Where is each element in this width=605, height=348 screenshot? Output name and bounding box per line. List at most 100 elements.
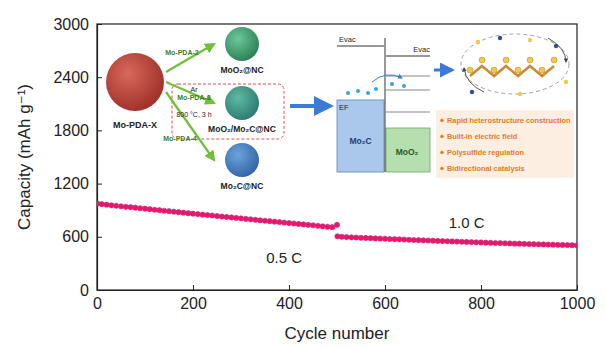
data-point — [502, 241, 507, 246]
y-tick-label: 3000 — [53, 16, 89, 33]
data-point — [133, 205, 138, 210]
data-point — [200, 212, 205, 217]
sulfur-atom — [467, 67, 473, 73]
x-tick-mark — [289, 285, 290, 290]
data-point — [531, 242, 536, 247]
route-arrow — [166, 92, 214, 160]
x-tick: 800 — [468, 285, 495, 312]
electron — [374, 87, 378, 91]
x-tick-mark — [577, 285, 578, 290]
y-tick: 1200 — [53, 175, 102, 192]
inset-label: Rapid heterostructure construction — [447, 116, 571, 125]
sulfur-atom — [503, 57, 509, 63]
inset-label: Mo₂C@NC — [221, 181, 264, 191]
band-level — [386, 90, 430, 91]
data-point — [411, 237, 416, 242]
inset-label: MoO₂/Mo₂C@NC — [208, 124, 276, 134]
data-point — [306, 222, 311, 227]
data-point — [301, 222, 306, 227]
host-chain — [470, 66, 554, 76]
data-point — [512, 241, 517, 246]
product-sphere — [225, 27, 259, 61]
cycle-arrow — [548, 38, 566, 62]
data-point — [181, 210, 186, 215]
data-point — [277, 219, 282, 224]
inset-label: Built-in electric field — [447, 132, 518, 141]
data-point — [99, 202, 104, 207]
data-point — [478, 240, 483, 245]
y-axis-title: Capacity (mAh g⁻¹) — [15, 84, 34, 230]
data-point — [339, 234, 344, 239]
data-point — [109, 203, 114, 208]
data-point — [402, 237, 407, 242]
data-point — [325, 224, 330, 229]
cycle-arrow — [464, 68, 484, 92]
data-point — [171, 209, 176, 214]
inset-label: Bidirectional catalysis — [447, 164, 525, 173]
data-point — [320, 224, 325, 229]
data-point — [488, 240, 493, 245]
x-axis-line — [98, 290, 578, 291]
inset-label: Ar — [191, 86, 199, 93]
data-point — [387, 236, 392, 241]
data-point — [138, 206, 143, 211]
data-point — [373, 236, 378, 241]
x-tick-mark — [385, 285, 386, 290]
data-point — [522, 241, 527, 246]
data-point — [536, 242, 541, 247]
inset-label: Mo-PDA-3 — [177, 94, 211, 101]
data-point — [358, 235, 363, 240]
mo2c-band — [337, 100, 384, 172]
data-point — [344, 234, 349, 239]
interface-line — [385, 38, 386, 172]
molecule-dot — [470, 90, 474, 94]
data-point — [162, 208, 167, 213]
data-point — [430, 238, 435, 243]
flow-arrow — [290, 104, 330, 108]
inset-label: Mo-PDA-4 — [163, 135, 197, 142]
data-point — [363, 235, 368, 240]
x-tick: 600 — [372, 285, 399, 312]
inset-label: 800 °C, 3 h — [176, 111, 211, 118]
data-point — [224, 214, 229, 219]
feature-box — [436, 110, 574, 178]
y-tick: 2400 — [53, 69, 102, 86]
molecule-dot — [518, 92, 522, 96]
y-tick: 0 — [80, 282, 102, 299]
data-point — [123, 204, 128, 209]
inset-label: MoO₂ — [396, 147, 419, 157]
molecule-dot — [476, 40, 480, 44]
y-axis: 06001200180024003000 — [53, 16, 102, 299]
data-point — [354, 235, 359, 240]
y-tick: 3000 — [53, 16, 102, 33]
vacuum-level-left — [337, 46, 384, 47]
y-tick-label: 2400 — [53, 69, 89, 86]
data-point — [190, 211, 195, 216]
data-point — [210, 213, 215, 218]
y-tick-label: 0 — [80, 282, 89, 299]
data-point — [526, 241, 531, 246]
data-point — [392, 237, 397, 242]
data-point — [382, 236, 387, 241]
data-point — [454, 239, 459, 244]
x-tick-mark — [193, 285, 194, 290]
electron — [402, 84, 406, 88]
inset-label: Polysulfide regulation — [447, 148, 524, 157]
data-point — [296, 221, 301, 226]
sulfur-atom — [539, 67, 545, 73]
sulfur-atom — [479, 57, 485, 63]
data-point — [474, 240, 479, 245]
transfer-arrow — [372, 75, 402, 82]
data-point — [498, 240, 503, 245]
data-point — [166, 209, 171, 214]
data-point — [550, 242, 555, 247]
data-point — [397, 237, 402, 242]
data-point — [291, 221, 296, 226]
data-point — [157, 208, 162, 213]
data-point — [248, 217, 253, 222]
data-point — [147, 207, 152, 212]
molecule-dot — [528, 38, 532, 42]
data-point — [262, 218, 267, 223]
y-tick-label: 1200 — [53, 175, 89, 192]
x-tick: 400 — [276, 285, 303, 312]
